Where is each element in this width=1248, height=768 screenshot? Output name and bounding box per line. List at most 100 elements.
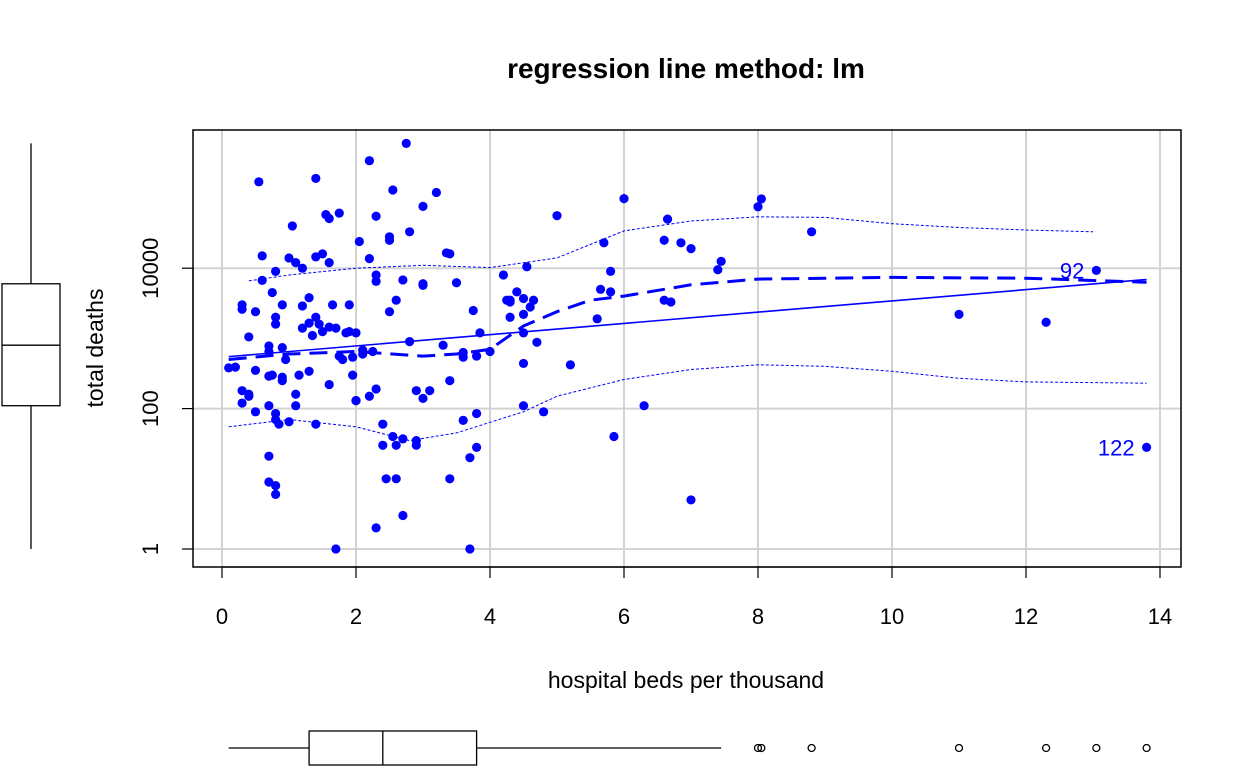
data-point [472, 442, 482, 453]
data-point [518, 309, 529, 319]
x-axis-label: hospital beds per thousand [548, 667, 824, 693]
x-box-outlier [1142, 743, 1151, 753]
data-point [297, 301, 307, 311]
y-marginal-boxplot [1, 143, 61, 549]
data-point [371, 276, 381, 286]
data-point [807, 227, 817, 237]
data-point [348, 352, 358, 362]
data-point [405, 337, 415, 347]
data-point [954, 309, 964, 319]
data-point [498, 270, 508, 280]
data-points [224, 138, 1152, 554]
data-point [401, 138, 411, 148]
data-point [378, 419, 388, 429]
data-point [307, 330, 318, 341]
data-point [384, 307, 395, 317]
data-point [405, 227, 415, 237]
data-point [528, 295, 539, 305]
data-point [465, 544, 475, 554]
data-point [338, 354, 348, 365]
y-tick-label: 1 [138, 543, 163, 555]
data-point [311, 419, 321, 429]
data-point [468, 305, 478, 316]
regression-lines [228, 275, 1147, 361]
data-point [354, 236, 364, 247]
x-tick-label: 10 [880, 604, 904, 629]
data-point [287, 221, 297, 231]
lower-band-line [228, 364, 1147, 442]
data-point [518, 401, 529, 411]
data-point [351, 328, 361, 338]
data-point [371, 270, 381, 280]
data-point [411, 436, 421, 446]
data-point [297, 323, 307, 333]
data-point [297, 263, 307, 273]
data-point [304, 366, 314, 376]
lm-fit-line [228, 278, 1147, 358]
grid-lines [193, 130, 1181, 567]
data-point [264, 401, 274, 411]
data-point [1091, 265, 1101, 276]
data-point [331, 544, 341, 554]
data-point [311, 312, 321, 322]
data-point [465, 453, 475, 463]
data-point [391, 440, 401, 450]
data-point [267, 287, 277, 298]
data-point [257, 251, 267, 261]
data-point [371, 384, 381, 394]
data-point [1041, 317, 1051, 327]
data-point [271, 481, 281, 491]
data-point [311, 173, 321, 184]
data-point [271, 489, 281, 499]
data-point [398, 275, 408, 285]
data-point [277, 300, 287, 310]
data-point [445, 249, 455, 259]
data-point [264, 451, 274, 461]
data-point [384, 235, 395, 245]
data-point [244, 332, 254, 342]
data-point [522, 262, 532, 272]
data-point [391, 474, 401, 484]
data-point [666, 297, 676, 307]
data-point [364, 156, 374, 166]
data-point [512, 287, 522, 297]
data-point [676, 238, 686, 248]
data-point [250, 307, 261, 317]
data-point [358, 345, 368, 355]
y-tick-label: 10000 [138, 238, 163, 299]
data-point [606, 287, 616, 297]
data-point [505, 312, 515, 322]
x-marginal-boxplot [228, 730, 1151, 766]
data-point [250, 365, 261, 376]
data-point [505, 295, 515, 305]
x-box-outlier [757, 743, 766, 753]
data-point [351, 396, 361, 406]
data-point [756, 194, 766, 204]
data-point [271, 319, 281, 329]
data-point [267, 370, 277, 380]
data-point [327, 300, 338, 310]
smooth-fit-line [228, 275, 1147, 361]
data-point [237, 398, 247, 408]
x-tick-label: 12 [1014, 604, 1038, 629]
data-point [294, 370, 304, 380]
data-point [271, 266, 281, 277]
data-point [237, 304, 247, 314]
data-point [595, 284, 606, 294]
data-point [639, 401, 649, 411]
data-point [619, 194, 629, 204]
x-box-outlier [1041, 743, 1051, 753]
data-point [445, 376, 455, 386]
data-point [344, 300, 354, 310]
data-point [609, 431, 619, 442]
data-point [314, 319, 324, 329]
data-point [411, 386, 421, 396]
data-point [368, 346, 378, 357]
point-label: 122 [1098, 435, 1135, 460]
data-point [398, 510, 408, 521]
point-labels: 92 122 [1060, 258, 1135, 460]
x-axis: 0 2 4 6 8 10 12 14 [216, 566, 1172, 629]
data-point [348, 370, 358, 380]
x-tick-label: 6 [618, 604, 630, 629]
data-point [271, 312, 281, 322]
